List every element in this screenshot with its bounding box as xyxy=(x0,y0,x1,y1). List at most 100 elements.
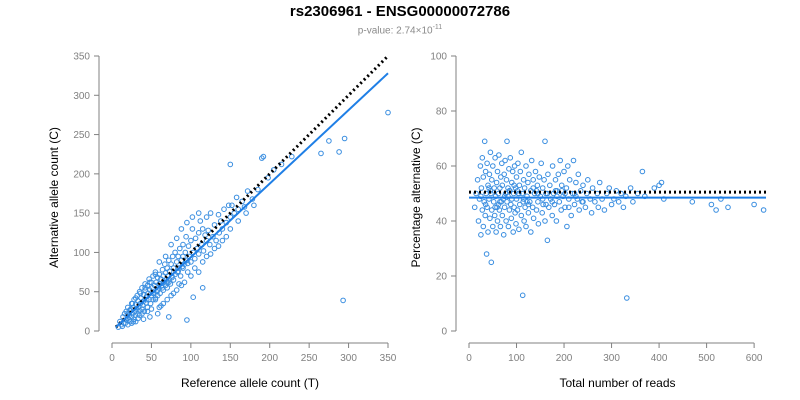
right-data-point xyxy=(558,182,565,189)
left-data-point xyxy=(159,266,166,273)
right-data-point xyxy=(511,163,518,169)
right-y-tick-label: 60 xyxy=(436,162,448,173)
right-data-point xyxy=(618,190,624,197)
right-data-point xyxy=(479,155,486,161)
right-data-point xyxy=(515,160,521,167)
left-y-tick-label: 150 xyxy=(73,209,90,220)
right-data-point xyxy=(501,204,508,211)
right-data-point xyxy=(507,155,514,161)
right-data-point xyxy=(494,168,501,175)
left-data-point xyxy=(122,320,129,326)
left-y-tick-label: 250 xyxy=(73,130,90,141)
right-x-tick-label: 100 xyxy=(508,353,525,364)
right-data-point xyxy=(509,168,516,175)
right-data-point xyxy=(535,199,541,205)
left-data-point xyxy=(340,297,346,304)
right-data-point xyxy=(473,190,479,197)
right-data-point xyxy=(571,201,578,208)
right-data-point xyxy=(553,218,560,224)
left-data-point xyxy=(153,279,159,286)
left-data-point xyxy=(129,300,136,307)
right-data-point xyxy=(544,237,551,244)
right-data-point xyxy=(520,199,527,205)
left-data-point xyxy=(173,259,180,265)
right-y-tick-label: 0 xyxy=(441,327,447,338)
right-data-point xyxy=(651,185,658,191)
right-data-point xyxy=(575,171,582,178)
right-x-tick-label: 600 xyxy=(746,353,763,364)
right-data-point xyxy=(563,185,570,191)
right-data-point xyxy=(552,177,559,183)
left-data-point xyxy=(167,281,174,287)
right-data-point xyxy=(508,201,514,208)
right-data-point xyxy=(566,177,573,183)
left-data-point xyxy=(210,233,216,240)
right-data-point xyxy=(482,201,489,208)
left-data-point xyxy=(195,230,202,236)
right-data-point xyxy=(478,185,485,191)
left-y-tick-label: 300 xyxy=(73,91,90,102)
left-data-point xyxy=(341,135,348,142)
right-data-point xyxy=(513,174,520,180)
right-data-point xyxy=(477,163,484,169)
right-data-point xyxy=(558,207,565,213)
left-data-point xyxy=(156,304,163,311)
left-data-point xyxy=(190,294,196,301)
left-data-point xyxy=(227,226,234,232)
right-data-point xyxy=(528,157,535,164)
right-data-point xyxy=(557,157,564,164)
scatter-panel-right: 0 100 200 300 400 500 600 0 20 40 60 80 100 Total num… xyxy=(409,52,767,390)
left-data-point xyxy=(156,259,163,265)
right-data-point xyxy=(511,204,517,211)
left-data-point xyxy=(207,241,213,248)
right-data-point xyxy=(526,171,532,178)
right-data-point xyxy=(522,204,528,211)
right-data-point xyxy=(489,177,495,183)
right-data-point xyxy=(485,182,491,189)
right-data-point xyxy=(580,182,586,189)
right-data-point xyxy=(480,223,487,230)
right-data-point xyxy=(530,185,537,191)
right-data-point xyxy=(546,204,552,211)
right-data-point xyxy=(570,157,577,164)
left-data-point xyxy=(152,271,159,278)
left-data-point xyxy=(270,167,277,173)
left-data-point xyxy=(318,150,324,157)
right-data-point xyxy=(549,163,556,169)
right-data-point xyxy=(541,177,547,183)
right-data-point xyxy=(504,138,510,145)
right-data-point xyxy=(639,168,646,175)
left-x-tick-label: 0 xyxy=(109,353,115,364)
left-data-point xyxy=(119,323,126,330)
right-data-point xyxy=(492,155,498,161)
right-data-point xyxy=(538,160,545,167)
left-data-point xyxy=(184,317,190,323)
right-data-point xyxy=(545,171,551,178)
right-data-point xyxy=(529,204,536,211)
right-data-point xyxy=(506,166,512,172)
right-data-point xyxy=(498,174,504,180)
left-data-point xyxy=(140,316,147,323)
left-data-point xyxy=(215,243,222,249)
right-data-point xyxy=(518,212,525,219)
left-data-point xyxy=(135,315,141,322)
left-data-point xyxy=(203,253,210,260)
right-data-point xyxy=(491,185,498,191)
left-y-tick-label: 0 xyxy=(84,327,90,338)
left-data-point xyxy=(192,255,198,262)
right-data-point xyxy=(530,215,537,222)
right-data-point xyxy=(487,215,493,222)
left-y-tick-label: 350 xyxy=(73,52,90,63)
left-data-point xyxy=(147,300,154,307)
left-data-point xyxy=(162,253,169,260)
right-data-point xyxy=(503,177,510,183)
left-data-point xyxy=(215,211,222,218)
right-data-point xyxy=(568,212,575,219)
left-data-point xyxy=(177,273,184,279)
right-data-point xyxy=(516,182,523,189)
right-data-point xyxy=(523,223,529,230)
right-data-point xyxy=(606,185,613,191)
left-data-point xyxy=(126,317,133,323)
chart-title: rs2306961 - ENSG00000072786 xyxy=(289,3,511,20)
right-data-point xyxy=(524,199,530,205)
